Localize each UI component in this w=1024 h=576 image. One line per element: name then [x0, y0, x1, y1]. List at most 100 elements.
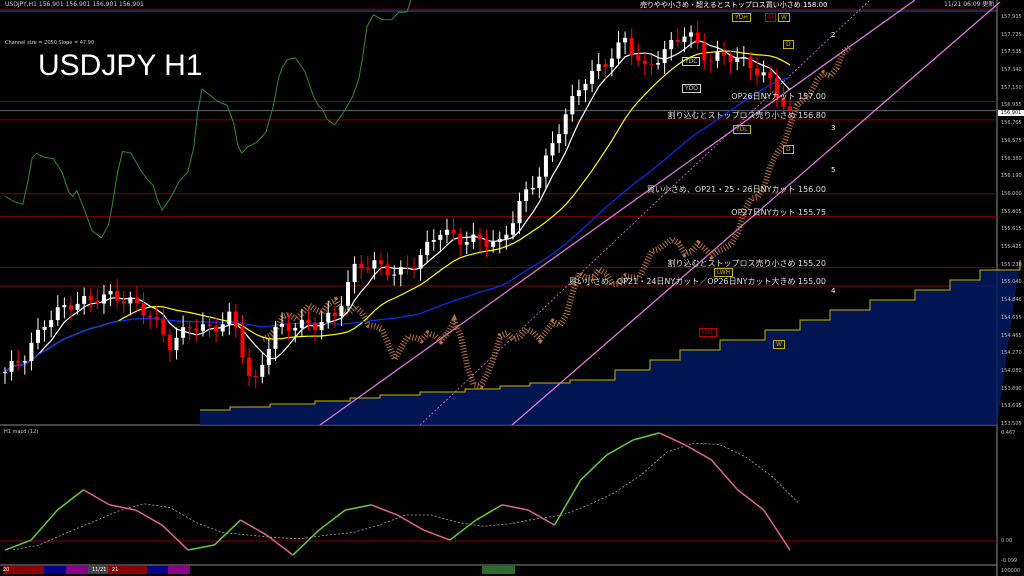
candle-body — [708, 60, 713, 62]
candle-body — [504, 234, 509, 239]
candle-body — [280, 323, 285, 327]
bottom-bar-segment — [147, 566, 168, 574]
updated-time: 11/21 06:09 更新 — [944, 1, 995, 8]
macd-label: H1 macd (12) — [4, 429, 39, 435]
macd-segment — [606, 439, 634, 456]
candle-body — [187, 327, 192, 329]
annotation-4: 割り込むとストップロス売り小さめ 155.20 — [667, 258, 826, 268]
candle-body — [214, 326, 219, 332]
macd-segment — [56, 489, 84, 511]
candle-body — [781, 97, 786, 107]
macd-axis-min: -0.099 — [1001, 558, 1018, 564]
candle-body — [583, 83, 588, 91]
candle-body — [405, 267, 410, 269]
macd-segment — [684, 444, 712, 461]
bottom-bar-segment — [66, 566, 88, 574]
ma-fast — [4, 39, 791, 373]
macd-segment — [292, 529, 320, 556]
lagging-line — [4, 0, 412, 239]
candle-body — [42, 326, 47, 330]
candle-body — [451, 229, 456, 234]
candle-body — [372, 260, 377, 269]
macd-segment — [580, 454, 608, 481]
candle-body — [332, 312, 337, 316]
candle-body — [286, 323, 291, 331]
candle-body — [603, 64, 608, 67]
candle-body — [616, 42, 621, 59]
candle-body — [227, 311, 232, 325]
candle-body — [306, 319, 311, 323]
chart-title: USDJPY H1 — [38, 49, 203, 82]
candle-body — [543, 155, 548, 177]
macd-segment — [161, 524, 189, 551]
channel-number-5: 5 — [831, 166, 836, 174]
price-axis-label: 153.505 — [1001, 421, 1022, 427]
volume-axis-label: 100000 — [1001, 568, 1021, 574]
candle-body — [134, 297, 139, 304]
macd-segment — [135, 509, 163, 526]
candle-body — [623, 37, 628, 43]
candle-body — [735, 58, 740, 62]
candle-body — [339, 305, 344, 316]
macd-segment — [632, 432, 660, 441]
macd-segment — [553, 479, 582, 526]
candle-body — [438, 234, 443, 241]
candle-body — [352, 263, 357, 283]
weekly-box-low: W — [773, 340, 785, 349]
price-axis-label: 155.615 — [1001, 226, 1022, 233]
candle-body — [346, 282, 351, 306]
candle-body — [755, 68, 760, 76]
price-axis-label: 157.150 — [1001, 84, 1022, 91]
price-axis-label: 155.425 — [1001, 244, 1022, 251]
price-axis-label: 157.340 — [1001, 67, 1022, 74]
candle-body — [326, 312, 331, 322]
ydo-box: YDO — [682, 84, 702, 93]
candle-body — [128, 297, 133, 304]
candle-body — [471, 234, 476, 242]
macd-segment — [371, 504, 398, 516]
candle-body — [722, 52, 727, 56]
price-axis-label: 154.465 — [1001, 332, 1022, 339]
candle-body — [477, 234, 482, 240]
candle-body — [444, 229, 449, 235]
price-axis-label: 154.846 — [1001, 297, 1022, 304]
candle-body — [359, 263, 364, 269]
candle-body — [510, 223, 515, 235]
ydh-box: YDH — [732, 13, 751, 22]
bottom-bar-segment — [168, 566, 190, 574]
bottom-date-21: 21 — [112, 567, 119, 573]
candle-body — [260, 364, 265, 377]
macd-segment — [4, 539, 32, 551]
price-axis-label: 154.080 — [1001, 367, 1022, 374]
candle-body — [662, 49, 667, 64]
candle-body — [240, 326, 245, 358]
candle-body — [385, 264, 390, 276]
candle-body — [148, 315, 153, 318]
macd-segment — [213, 519, 242, 546]
channel-lower — [511, 1, 1001, 426]
ma-mid — [4, 50, 791, 373]
macd-segment — [710, 459, 739, 491]
candle-body — [62, 305, 67, 308]
candle-body — [161, 319, 166, 335]
candle-body — [194, 328, 199, 331]
annotation-5: 買い小さめ、OP21・24日NYカット／OP26日NYカット大きめ 155.00 — [568, 277, 826, 287]
bottom-bar-segment — [108, 566, 147, 574]
macd-axis-zero: 0.00 — [1001, 538, 1013, 544]
candle-body — [669, 39, 674, 50]
candle-body — [675, 39, 680, 42]
daily-box: D — [783, 40, 794, 49]
candle-body — [576, 90, 581, 97]
candle-body — [425, 241, 430, 256]
candle-body — [649, 63, 654, 65]
candle-body — [55, 307, 60, 321]
candle-body — [530, 187, 535, 190]
macd-segment — [449, 519, 477, 541]
candle-body — [273, 326, 278, 349]
candle-body — [68, 305, 73, 310]
ydl-box: YDL — [733, 125, 751, 134]
macd-segment — [318, 509, 346, 531]
candle-body — [458, 233, 463, 245]
candle-body — [247, 357, 252, 376]
